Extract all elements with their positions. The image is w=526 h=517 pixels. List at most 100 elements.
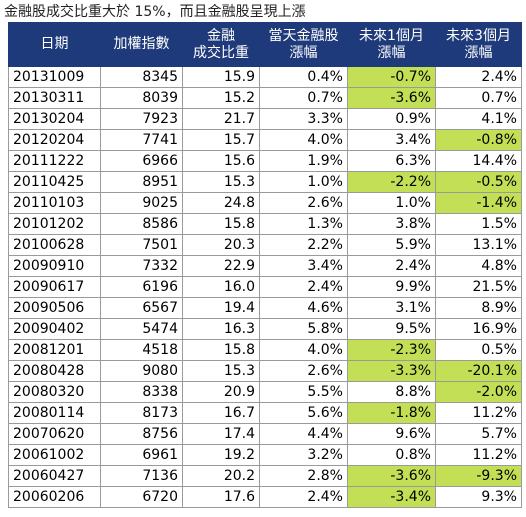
cell-index: 6720 [100, 486, 183, 508]
cell-same-day-change: 2.6% [259, 192, 348, 214]
header-date: 日期 [8, 22, 101, 67]
table-row: 20131009 8345 15.9 0.4% -0.7% 2.4% [8, 66, 522, 88]
cell-financial-ratio: 22.9 [182, 255, 260, 277]
cell-index: 8345 [100, 66, 183, 88]
header-financial-ratio-line1: 金融 [207, 27, 235, 44]
cell-1-month-change: -2.2% [347, 171, 436, 193]
cell-same-day-change: 1.3% [259, 213, 348, 235]
cell-index: 7136 [100, 465, 183, 487]
table-body: 20131009 8345 15.9 0.4% -0.7% 2.4% 20130311 803… [8, 66, 522, 508]
cell-1-month-change: -1.8% [347, 402, 436, 424]
cell-1-month-change: 2.4% [347, 255, 436, 277]
table-row: 20061002 6961 19.2 3.2% 0.8% 11.2% [8, 444, 522, 466]
cell-same-day-change: 3.4% [259, 255, 348, 277]
table-row: 20090617 6196 16.0 2.4% 9.9% 21.5% [8, 276, 522, 298]
cell-1-month-change: 0.8% [347, 444, 436, 466]
cell-date: 20090506 [8, 297, 101, 319]
cell-index: 6961 [100, 444, 183, 466]
cell-3-month-change: 11.2% [435, 444, 522, 466]
table-row: 20080320 8338 20.9 5.5% 8.8% -2.0% [8, 381, 522, 403]
cell-same-day-change: 4.6% [259, 297, 348, 319]
cell-3-month-change: -9.3% [435, 465, 522, 487]
cell-date: 20090617 [8, 276, 101, 298]
cell-3-month-change: 2.4% [435, 66, 522, 88]
cell-same-day-change: 5.8% [259, 318, 348, 340]
cell-date: 20060427 [8, 465, 101, 487]
cell-1-month-change: -3.6% [347, 465, 436, 487]
cell-date: 20080428 [8, 360, 101, 382]
cell-financial-ratio: 15.3 [182, 360, 260, 382]
cell-1-month-change: 6.3% [347, 150, 436, 172]
cell-1-month-change: 8.8% [347, 381, 436, 403]
cell-index: 9025 [100, 192, 183, 214]
cell-financial-ratio: 15.8 [182, 339, 260, 361]
table-row: 20130311 8039 15.2 0.7% -3.6% 0.7% [8, 87, 522, 109]
cell-index: 6567 [100, 297, 183, 319]
table-row: 20090402 5474 16.3 5.8% 9.5% 16.9% [8, 318, 522, 340]
cell-date: 20110103 [8, 192, 101, 214]
data-table: 日期 加權指數 金融 成交比重 當天金融股 漲幅 未來1個月 漲幅 未來3個月 … [8, 22, 522, 508]
table-row: 20090910 7332 22.9 3.4% 2.4% 4.8% [8, 255, 522, 277]
cell-index: 6196 [100, 276, 183, 298]
cell-date: 20090910 [8, 255, 101, 277]
cell-financial-ratio: 16.7 [182, 402, 260, 424]
cell-1-month-change: -3.3% [347, 360, 436, 382]
cell-same-day-change: 5.6% [259, 402, 348, 424]
cell-financial-ratio: 20.9 [182, 381, 260, 403]
cell-3-month-change: 9.3% [435, 486, 522, 508]
cell-financial-ratio: 17.6 [182, 486, 260, 508]
cell-date: 20110425 [8, 171, 101, 193]
cell-index: 7501 [100, 234, 183, 256]
cell-1-month-change: 5.9% [347, 234, 436, 256]
cell-same-day-change: 1.9% [259, 150, 348, 172]
table-header-row: 日期 加權指數 金融 成交比重 當天金融股 漲幅 未來1個月 漲幅 未來3個月 … [8, 22, 522, 67]
cell-index: 4518 [100, 339, 183, 361]
cell-same-day-change: 2.2% [259, 234, 348, 256]
cell-index: 5474 [100, 318, 183, 340]
cell-index: 8173 [100, 402, 183, 424]
cell-financial-ratio: 15.2 [182, 87, 260, 109]
cell-3-month-change: 4.8% [435, 255, 522, 277]
header-1-month-change: 未來1個月 漲幅 [347, 22, 436, 67]
cell-index: 8951 [100, 171, 183, 193]
cell-3-month-change: 5.7% [435, 423, 522, 445]
header-date-label: 日期 [40, 36, 69, 52]
cell-index: 7741 [100, 129, 183, 151]
cell-same-day-change: 4.0% [259, 129, 348, 151]
cell-date: 20090402 [8, 318, 101, 340]
table-row: 20120204 7741 15.7 4.0% 3.4% -0.8% [8, 129, 522, 151]
cell-1-month-change: -0.7% [347, 66, 436, 88]
header-1-month-change-line2: 漲幅 [377, 44, 406, 61]
cell-index: 8586 [100, 213, 183, 235]
cell-index: 7332 [100, 255, 183, 277]
cell-3-month-change: -1.4% [435, 192, 522, 214]
cell-financial-ratio: 21.7 [182, 108, 260, 130]
header-index: 加權指數 [100, 22, 183, 67]
cell-3-month-change: 16.9% [435, 318, 522, 340]
cell-financial-ratio: 16.0 [182, 276, 260, 298]
table-row: 20111222 6966 15.6 1.9% 6.3% 14.4% [8, 150, 522, 172]
cell-3-month-change: 21.5% [435, 276, 522, 298]
cell-financial-ratio: 19.4 [182, 297, 260, 319]
cell-3-month-change: -0.5% [435, 171, 522, 193]
header-same-day-change: 當天金融股 漲幅 [259, 22, 348, 67]
header-3-month-change: 未來3個月 漲幅 [435, 22, 522, 67]
cell-financial-ratio: 15.6 [182, 150, 260, 172]
cell-date: 20131009 [8, 66, 101, 88]
table-row: 20080428 9080 15.3 2.6% -3.3% -20.1% [8, 360, 522, 382]
cell-same-day-change: 4.0% [259, 339, 348, 361]
cell-same-day-change: 3.2% [259, 444, 348, 466]
cell-financial-ratio: 20.3 [182, 234, 260, 256]
table-row: 20060427 7136 20.2 2.8% -3.6% -9.3% [8, 465, 522, 487]
cell-same-day-change: 0.4% [259, 66, 348, 88]
cell-index: 8338 [100, 381, 183, 403]
cell-date: 20101202 [8, 213, 101, 235]
cell-date: 20120204 [8, 129, 101, 151]
cell-same-day-change: 2.4% [259, 486, 348, 508]
cell-date: 20100628 [8, 234, 101, 256]
cell-same-day-change: 3.3% [259, 108, 348, 130]
cell-financial-ratio: 15.7 [182, 129, 260, 151]
header-financial-ratio-line2: 成交比重 [193, 44, 249, 61]
cell-date: 20130204 [8, 108, 101, 130]
cell-3-month-change: -2.0% [435, 381, 522, 403]
